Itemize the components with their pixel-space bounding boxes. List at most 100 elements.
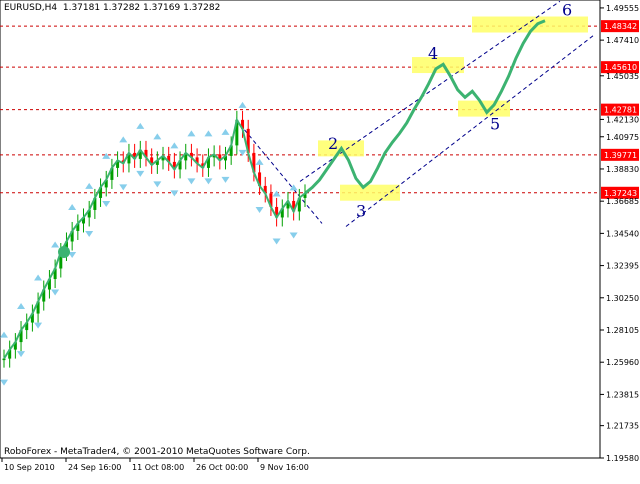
marker-dot bbox=[58, 245, 70, 258]
fractal-down-arrow-icon bbox=[204, 178, 213, 185]
fractal-down-arrow-icon bbox=[136, 170, 145, 177]
candle-body bbox=[292, 200, 296, 212]
price-axis: 1.49555 1.47410 1.45035 1.42130 1.40975 1.388… bbox=[600, 4, 639, 463]
fractal-down-arrow-icon bbox=[17, 351, 26, 358]
candle-body bbox=[104, 179, 108, 188]
highlight-zone bbox=[340, 184, 400, 201]
fractal-down-arrow-icon bbox=[0, 379, 8, 386]
y-tick-label: 1.28105 bbox=[606, 326, 639, 335]
candle-body bbox=[47, 279, 51, 290]
fractal-up-arrow-icon bbox=[85, 182, 94, 189]
price-level-badge bbox=[601, 61, 639, 74]
fractal-up-arrow-icon bbox=[102, 152, 111, 159]
candle-body bbox=[42, 289, 46, 302]
fractal-up-arrow-icon bbox=[153, 133, 162, 140]
price-level-badge bbox=[601, 20, 639, 33]
fractal-up-arrow-icon bbox=[289, 184, 298, 191]
fractal-down-arrow-icon bbox=[272, 238, 281, 245]
candle-body bbox=[195, 157, 199, 164]
y-tick-label: 1.40975 bbox=[606, 133, 639, 142]
y-tick-label: 1.30250 bbox=[606, 294, 639, 303]
candle-body bbox=[280, 208, 284, 218]
candle-body bbox=[150, 157, 154, 165]
chart-header: EURUSD,H4 1.37181 1.37282 1.37169 1.3728… bbox=[4, 3, 220, 13]
fractal-up-arrow-icon bbox=[272, 190, 281, 197]
projection-layer bbox=[304, 19, 546, 195]
fractal-up-arrow-icon bbox=[51, 241, 60, 248]
y-tick-label: 1.47410 bbox=[606, 36, 639, 45]
fractal-down-arrow-icon bbox=[102, 200, 111, 207]
fractal-down-arrow-icon bbox=[119, 184, 128, 191]
fractal-up-arrow-icon bbox=[170, 142, 179, 149]
fractal-up-arrow-icon bbox=[187, 130, 196, 137]
candle-body bbox=[127, 152, 131, 164]
wave-label: 5 bbox=[490, 114, 500, 133]
x-tick-label: 9 Nov 16:00 bbox=[260, 463, 309, 472]
candle-body bbox=[286, 200, 290, 209]
candle-body bbox=[167, 155, 171, 162]
fractal-down-arrow-icon bbox=[85, 230, 94, 237]
price-level-label: 1.45610 bbox=[604, 63, 637, 72]
plot-border bbox=[0, 0, 601, 459]
channel-lower-line bbox=[345, 33, 596, 227]
candle-body bbox=[19, 330, 23, 343]
candle-body bbox=[235, 119, 239, 146]
wave-label: 3 bbox=[356, 201, 366, 220]
wave-label: 2 bbox=[328, 134, 338, 153]
fractal-down-arrow-icon bbox=[34, 322, 43, 329]
candle-body bbox=[93, 197, 97, 210]
candle-body bbox=[218, 154, 222, 161]
symbol-label: EURUSD,H4 bbox=[4, 3, 58, 13]
candle-body bbox=[36, 301, 40, 314]
candle-body bbox=[2, 358, 6, 361]
y-tick-label: 1.25960 bbox=[606, 358, 639, 367]
candle-body bbox=[297, 197, 301, 212]
wave-label: 6 bbox=[562, 0, 572, 19]
candle-body bbox=[178, 160, 182, 170]
candle-body bbox=[30, 313, 34, 323]
fractal-down-arrow-icon bbox=[153, 181, 162, 188]
fractal-up-arrow-icon bbox=[119, 136, 128, 143]
candle-body bbox=[25, 322, 29, 331]
candle-body bbox=[8, 349, 12, 359]
candle-body bbox=[13, 342, 17, 350]
y-tick-label: 1.21735 bbox=[606, 422, 639, 431]
candle-body bbox=[110, 167, 114, 180]
plot-area bbox=[0, 0, 600, 458]
fractal-down-arrow-icon bbox=[221, 176, 230, 183]
y-tick-label: 1.49555 bbox=[606, 4, 639, 13]
y-tick-label: 1.23815 bbox=[606, 390, 639, 399]
fractal-up-arrow-icon bbox=[204, 130, 213, 137]
candle-body bbox=[184, 152, 188, 161]
candle-body bbox=[258, 172, 262, 186]
candle-body bbox=[303, 193, 307, 198]
highlight-zones-layer bbox=[318, 16, 588, 201]
time-axis: 10 Sep 2010 24 Sep 16:00 11 Oct 08:00 26 Oc… bbox=[1, 458, 309, 472]
y-tick-label: 1.38830 bbox=[606, 165, 639, 174]
fractal-up-arrow-icon bbox=[255, 158, 264, 165]
candle-body bbox=[116, 160, 120, 168]
fractal-up-arrow-icon bbox=[34, 274, 43, 281]
fractal-up-arrow-icon bbox=[136, 122, 145, 129]
y-tick-label: 1.36685 bbox=[606, 197, 639, 206]
highlight-zone bbox=[412, 57, 464, 74]
down-channel-line bbox=[239, 124, 323, 224]
price-level-label: 1.48342 bbox=[604, 22, 637, 31]
candle-body bbox=[263, 185, 267, 194]
candle-body bbox=[201, 163, 205, 168]
ohlc-values: 1.37181 1.37282 1.37169 1.37282 bbox=[62, 3, 221, 13]
projection-line bbox=[304, 19, 546, 195]
candle-body bbox=[269, 193, 273, 207]
candle-body bbox=[76, 223, 80, 231]
candle-body bbox=[87, 209, 91, 218]
candle-body bbox=[252, 152, 256, 173]
wave-label: 4 bbox=[428, 44, 438, 63]
candle-body bbox=[241, 119, 245, 129]
y-tick-label: 1.45035 bbox=[606, 72, 639, 81]
fractal-up-arrow-icon bbox=[238, 101, 247, 108]
x-tick-label: 26 Oct 00:00 bbox=[196, 463, 248, 472]
price-level-label: 1.37243 bbox=[604, 189, 637, 198]
candle-body bbox=[155, 160, 159, 165]
